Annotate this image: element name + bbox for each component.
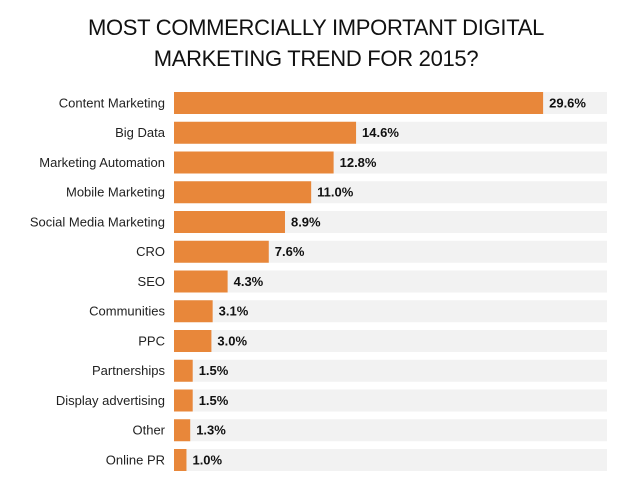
category-label: Partnerships <box>92 363 165 378</box>
value-label: 11.0% <box>317 185 354 200</box>
value-label: 1.0% <box>192 452 222 467</box>
chart-title: MOST COMMERCIALLY IMPORTANT DIGITAL MARK… <box>87 15 545 71</box>
category-label: SEO <box>138 274 165 289</box>
value-label: 1.5% <box>199 363 229 378</box>
bar-track <box>174 330 607 352</box>
bar-track <box>174 419 607 442</box>
category-label: Marketing Automation <box>39 155 165 170</box>
category-label: Social Media Marketing <box>30 214 165 229</box>
bar-track <box>174 270 607 293</box>
category-label: PPC <box>138 333 165 348</box>
bar-track <box>174 240 607 263</box>
bar <box>174 389 193 412</box>
category-label: Content Marketing <box>59 95 165 110</box>
value-label: 3.1% <box>219 304 249 319</box>
bar-track <box>174 359 607 382</box>
bar <box>174 419 191 442</box>
bar-track <box>174 300 607 323</box>
value-label: 4.3% <box>234 274 264 289</box>
bar <box>174 211 285 233</box>
bar <box>174 330 212 352</box>
value-label: 1.3% <box>196 423 226 438</box>
category-label: Big Data <box>115 125 166 140</box>
bar <box>174 359 193 382</box>
bar <box>174 92 544 114</box>
bar <box>174 240 269 263</box>
bar <box>174 121 357 144</box>
bar <box>174 151 334 174</box>
category-label: Display advertising <box>56 393 165 408</box>
bar <box>174 449 187 471</box>
bar <box>174 270 228 293</box>
value-label: 12.8% <box>340 155 377 170</box>
bar-track <box>174 449 607 471</box>
bar <box>174 300 213 323</box>
value-label: 14.6% <box>362 125 399 140</box>
bar-track <box>174 389 607 412</box>
value-label: 8.9% <box>291 214 321 229</box>
value-label: 7.6% <box>275 244 305 259</box>
bar <box>174 181 312 204</box>
value-label: 29.6% <box>549 95 586 110</box>
value-label: 3.0% <box>217 333 247 348</box>
value-label: 1.5% <box>199 393 229 408</box>
category-label: CRO <box>136 244 165 259</box>
category-label: Mobile Marketing <box>66 185 165 200</box>
category-label: Online PR <box>106 452 165 467</box>
category-label: Communities <box>89 304 165 319</box>
category-label: Other <box>132 423 165 438</box>
